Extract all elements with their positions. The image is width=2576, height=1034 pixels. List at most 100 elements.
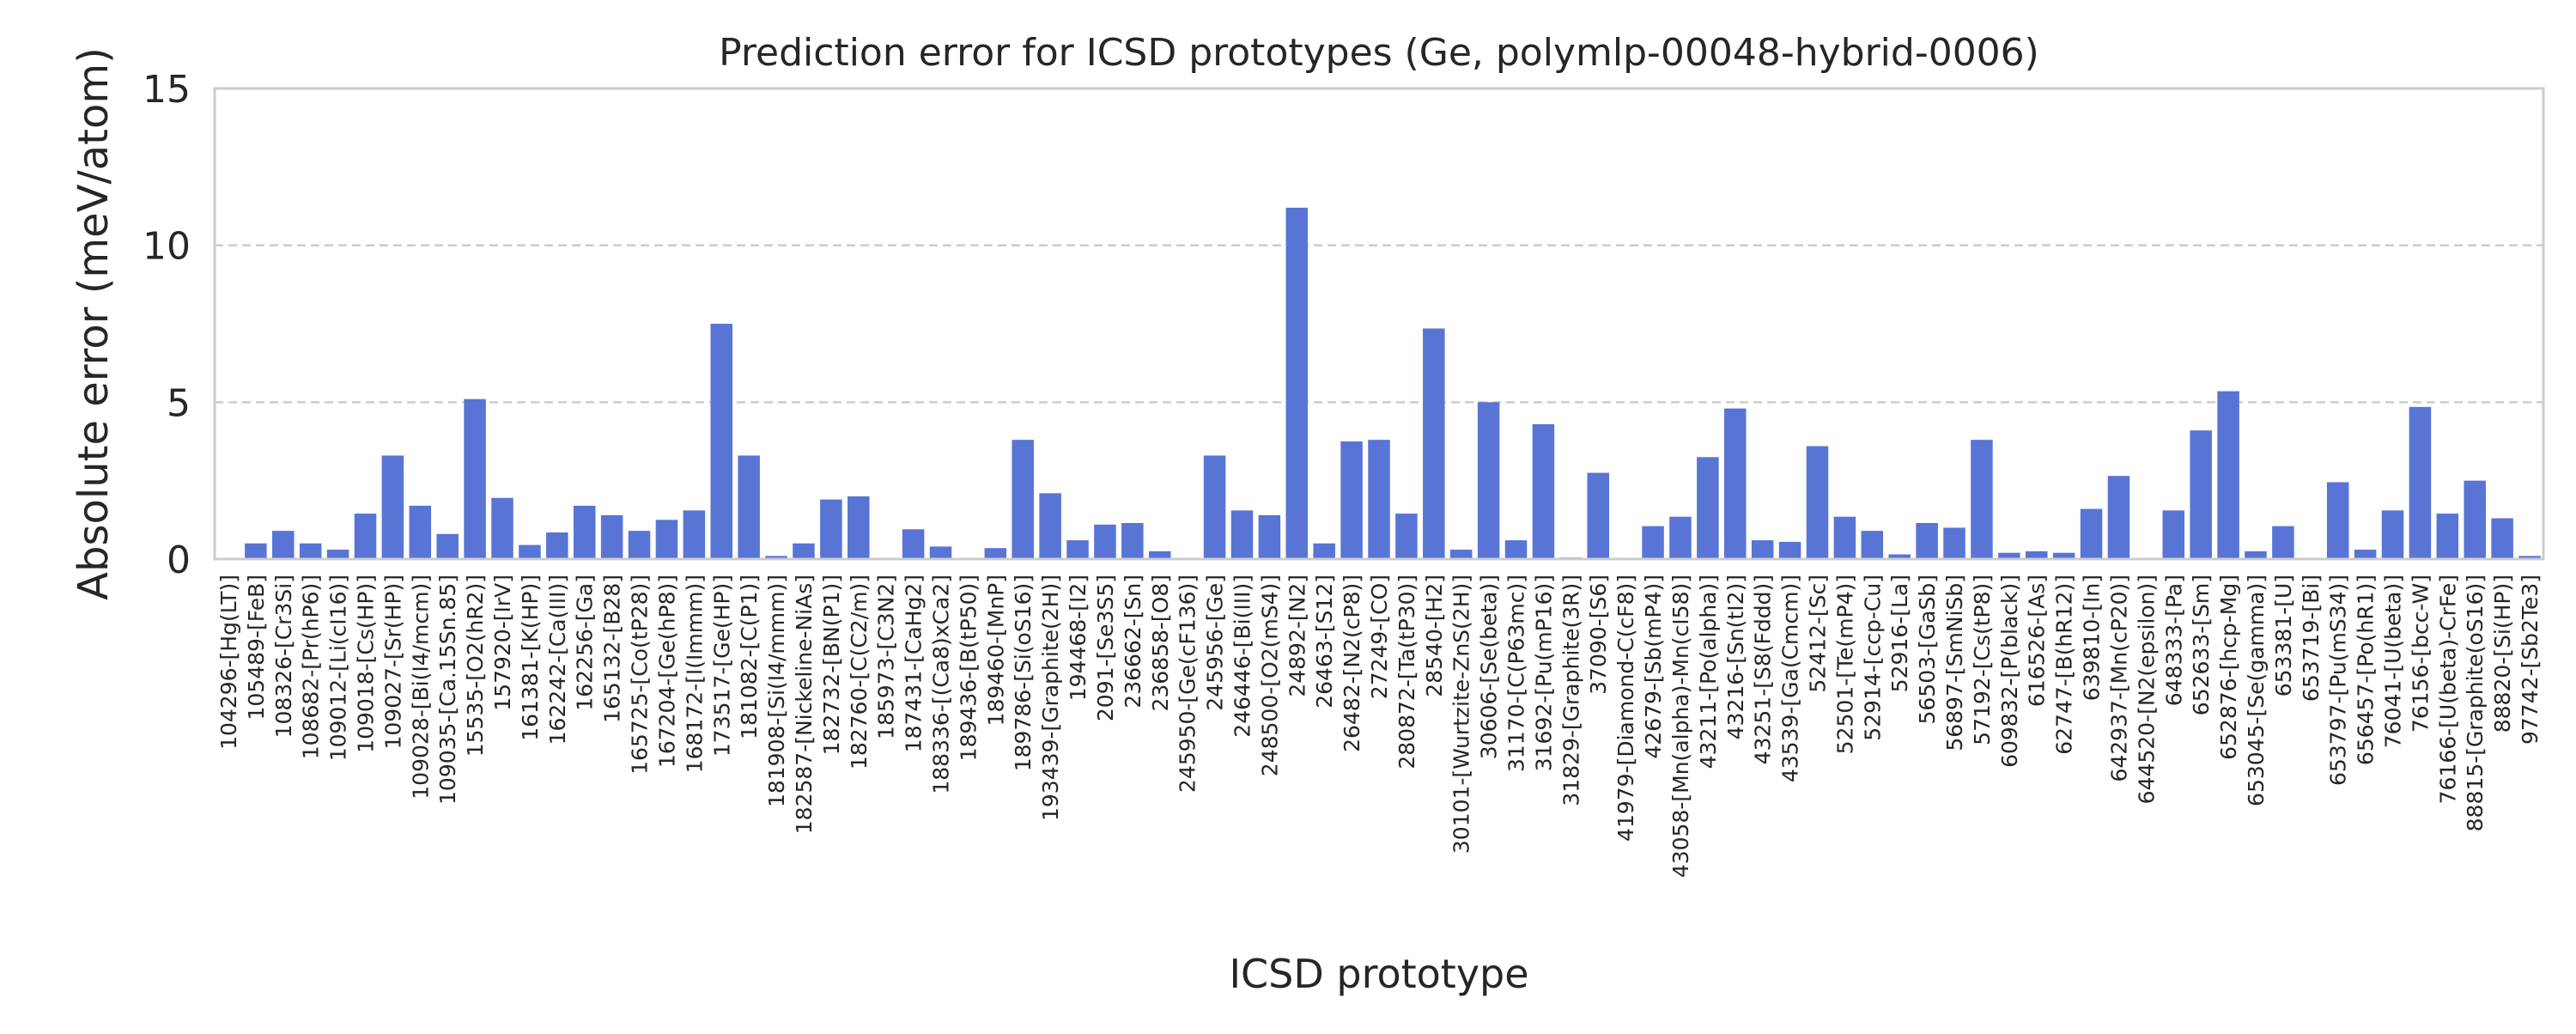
bar: [1861, 531, 1884, 559]
x-tick-label: 642937-[Mn(cP20)]: [2106, 575, 2131, 782]
bar: [1943, 527, 1965, 559]
x-tick-label: 236858-[O8]: [1148, 575, 1173, 712]
x-tick-label: 653045-[Se(gamma)]: [2244, 575, 2269, 806]
bar: [738, 455, 760, 559]
bar: [1504, 540, 1528, 559]
bar: [929, 546, 952, 559]
bar: [1998, 552, 2020, 559]
bar: [1094, 524, 1116, 559]
x-tick-label: 88820-[Si(HP)]: [2490, 575, 2515, 733]
bar: [1395, 514, 1418, 559]
x-tick-label: 639810-[In]: [2080, 575, 2105, 701]
bars: [245, 207, 2541, 559]
x-tick-label: 167204-[Ge(hP8)]: [654, 575, 679, 768]
x-tick-label: 15535-[O2(hR2)]: [463, 575, 488, 757]
bar: [600, 514, 623, 559]
chart-title: Prediction error for ICSD prototypes (Ge…: [719, 31, 2039, 75]
bar: [655, 520, 678, 559]
x-tick-label: 108682-[Pr(hP6)]: [299, 575, 324, 759]
x-tick-label: 109035-[Ca.15Sn.85]: [435, 575, 460, 805]
bar: [1778, 541, 1801, 559]
x-tick-label: 31829-[Graphite(3R)]: [1558, 575, 1583, 806]
bar: [1313, 543, 1335, 559]
bar: [272, 531, 295, 559]
bar: [1697, 457, 1719, 559]
x-tick-label: 52412-[Sc]: [1805, 575, 1830, 693]
x-tick-label: 2091-[Se3S5]: [1093, 575, 1118, 721]
x-tick-label: 43216-[Sn(tI2)]: [1723, 575, 1748, 739]
bar: [2080, 508, 2103, 559]
bar: [573, 505, 596, 559]
x-tick-label: 165725-[Co(tP28)]: [628, 575, 653, 775]
x-tick-label: 76166-[U(beta)-CrFe]: [2435, 575, 2460, 804]
bar: [2381, 510, 2404, 559]
x-tick-label: 97742-[Sb2Te3]: [2518, 575, 2543, 745]
x-tick-label: 43058-[Mn(alpha)-Mn(cI58)]: [1668, 575, 1693, 878]
bar: [1066, 540, 1089, 559]
x-tick-label: 43211-[Po(alpha)]: [1696, 575, 1721, 769]
bar: [1532, 423, 1555, 559]
bar: [683, 510, 706, 559]
x-tick-labels: 104296-[Hg(LT)] 105489-[FeB] 108326-[Cr3Si…: [216, 575, 2543, 878]
bar: [1285, 207, 1309, 559]
plot-frame: [213, 87, 2545, 561]
x-axis-label: ICSD prototype: [1229, 951, 1528, 997]
bar: [2052, 552, 2075, 559]
x-tick-label: 187431-[CaHg2]: [902, 575, 927, 752]
x-tick-label: 42679-[Sb(mP4)]: [1641, 575, 1666, 759]
bar: [409, 505, 432, 559]
x-tick-label: 43251-[S8(Fddd)]: [1751, 575, 1776, 764]
x-tick-label: 76041-[U(beta)]: [2381, 575, 2406, 748]
x-tick-label: 104296-[Hg(LT)]: [216, 575, 241, 750]
x-tick-label: 161381-[K(HP)]: [518, 575, 543, 741]
bar: [1148, 550, 1171, 559]
bar: [519, 544, 541, 559]
x-tick-label: 109027-[Sr(HP)]: [380, 575, 405, 750]
bar: [436, 533, 459, 559]
bar: [1724, 408, 1747, 559]
x-tick-label: 52916-[La]: [1887, 575, 1912, 692]
bar: [2245, 550, 2267, 559]
bar: [2107, 476, 2130, 559]
bar: [2025, 550, 2048, 559]
x-tick-label: 653797-[Pu(mS34)]: [2326, 575, 2351, 786]
bar: [1230, 510, 1254, 559]
x-tick-label: 76156-[bcc-W]: [2408, 575, 2433, 733]
bar: [628, 531, 651, 559]
bar: [2162, 510, 2185, 559]
bar: [1669, 516, 1692, 559]
x-tick-label: 31170-[C(P63mc)]: [1504, 575, 1529, 772]
y-axis-label: Absolute error (meV/atom): [70, 47, 118, 600]
x-tick-label: 189460-[MnP]: [983, 575, 1008, 726]
x-tick-label: 109012-[Li(cI16)]: [326, 575, 351, 761]
bar: [1368, 440, 1390, 559]
x-tick-label: 37090-[S6]: [1586, 575, 1611, 695]
bar: [381, 455, 404, 559]
bar: [2217, 391, 2239, 559]
x-tick-label: 168172-[I(Immm)]: [682, 575, 707, 773]
y-tick-label: 5: [167, 381, 191, 425]
y-tick-label: 15: [143, 68, 191, 112]
bar: [1806, 446, 1829, 559]
bar: [765, 556, 787, 559]
x-tick-label: 609832-[P(black)]: [1997, 575, 2022, 768]
x-tick-label: 57192-[Cs(tP8)]: [1970, 575, 1995, 745]
x-tick-label: 182760-[C(C2/m)]: [847, 575, 872, 769]
x-tick-label: 88815-[Graphite(oS16)]: [2463, 575, 2488, 831]
x-tick-label: 28540-[H2]: [1422, 575, 1447, 697]
bar: [2491, 518, 2513, 559]
bar: [464, 398, 486, 559]
bar: [710, 324, 733, 559]
x-tick-label: 165132-[B28]: [600, 575, 625, 723]
x-tick-label: 189786-[Si(oS16)]: [1011, 575, 1036, 771]
x-tick-label: 24892-[N2]: [1285, 575, 1309, 697]
x-tick-label: 182587-[Nickeline-NiAs]: [792, 575, 817, 834]
bar: [984, 548, 1007, 559]
x-tick-label: 105489-[FeB]: [244, 575, 269, 721]
bar: [2326, 482, 2349, 559]
bar: [2272, 526, 2294, 559]
x-tick-label: 41979-[Diamond-C(cF8)]: [1613, 575, 1638, 842]
bar: [1121, 522, 1144, 559]
x-tick-label: 246446-[Bi(III)]: [1230, 575, 1255, 738]
